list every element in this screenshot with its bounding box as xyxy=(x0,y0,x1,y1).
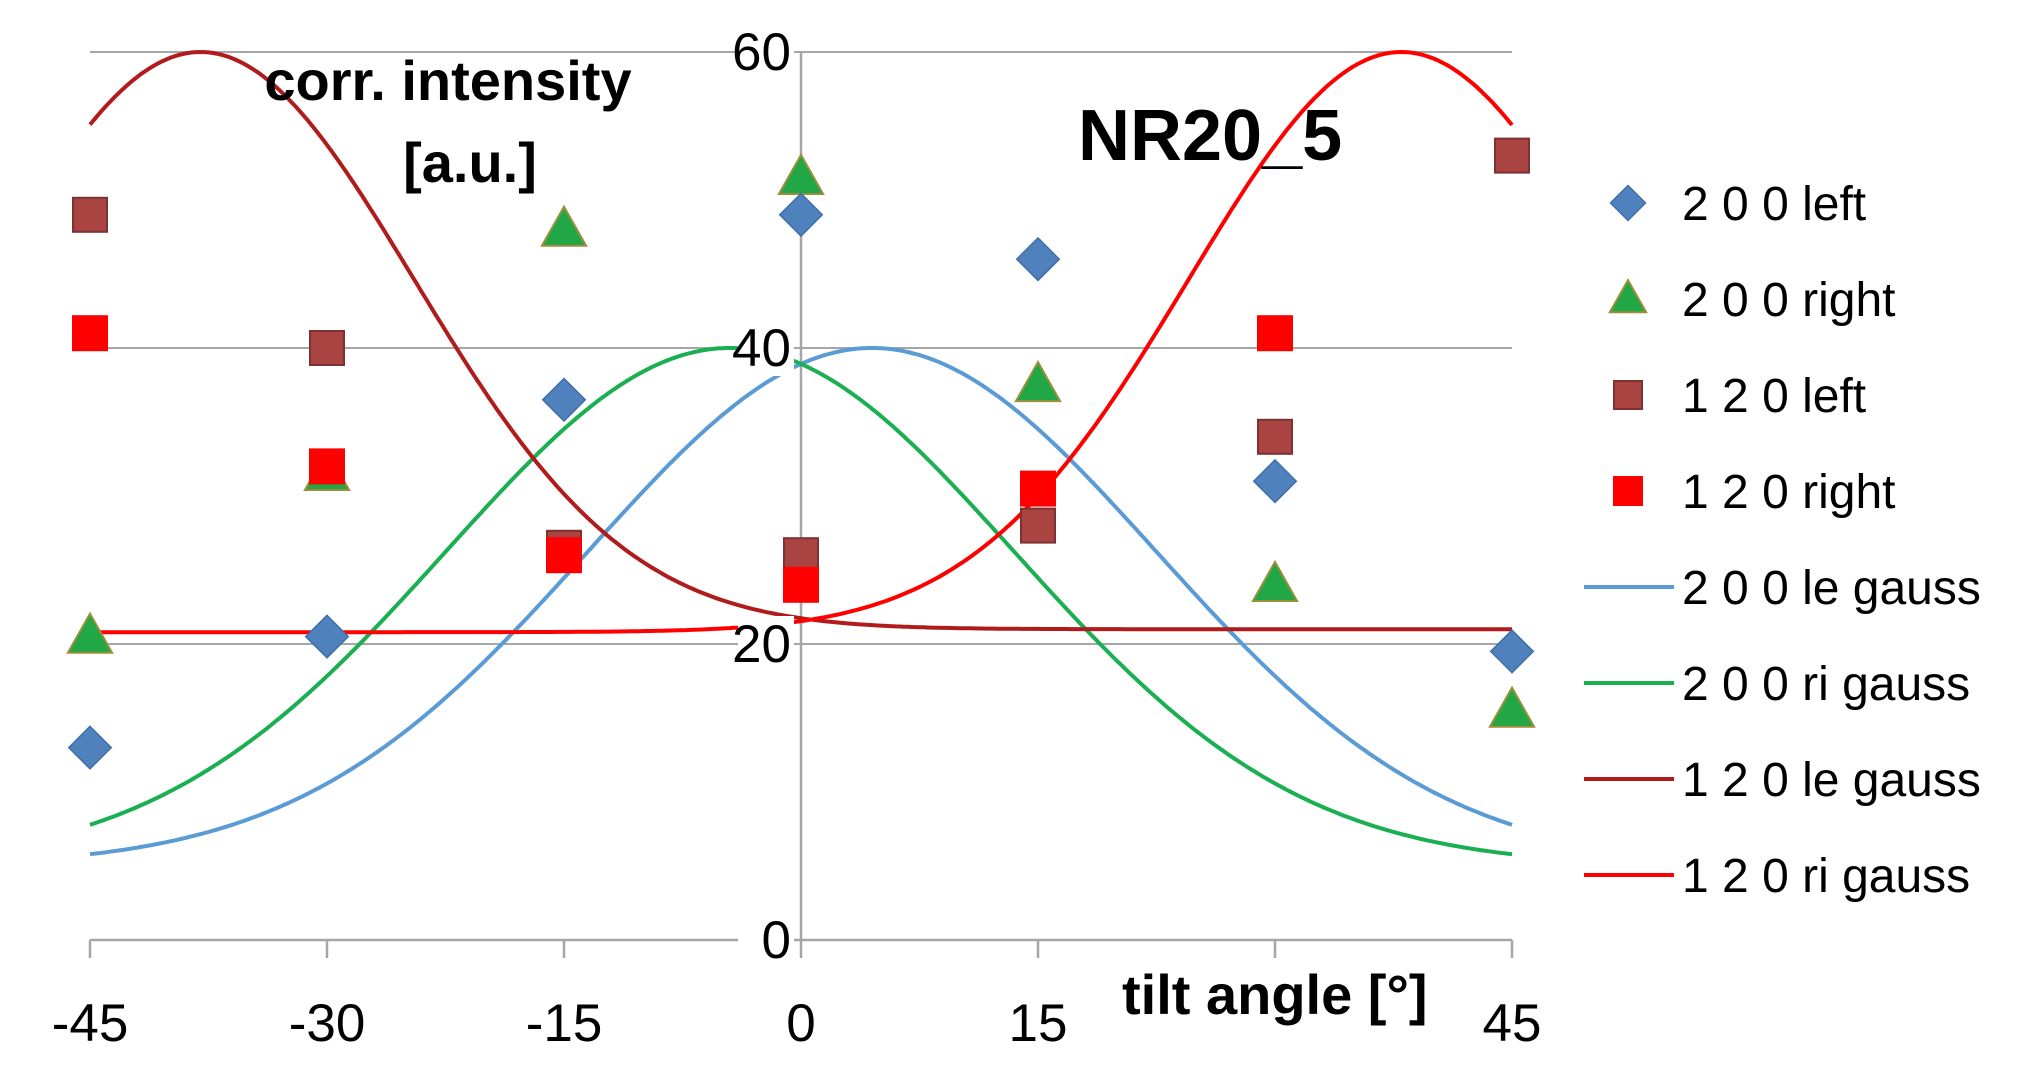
y-axis-label-line1: corr. intensity xyxy=(264,49,631,112)
point-2-0-0-left xyxy=(1252,458,1298,504)
legend-label: 1 2 0 right xyxy=(1682,466,1895,519)
legend-label: 2 0 0 right xyxy=(1682,274,1895,327)
x-tick-label-15: 15 xyxy=(1009,994,1068,1053)
legend-marker xyxy=(1608,278,1648,314)
point-1-2-0-right xyxy=(309,448,345,485)
point-2-0-0-right xyxy=(66,611,114,654)
point-1-2-0-left xyxy=(309,330,345,366)
point-1-2-0-right xyxy=(783,566,819,603)
point-2-0-0-left xyxy=(1489,629,1535,674)
legend-marker xyxy=(1613,476,1643,506)
legend-item-2-0-0-ri-gauss: 2 0 0 ri gauss xyxy=(1584,658,1970,711)
x-tick-label--15: -15 xyxy=(526,994,603,1053)
legend: 2 0 0 left 2 0 0 right 1 2 0 left 1 2 0 rig… xyxy=(1584,178,1981,903)
x-tick-label-45: 45 xyxy=(1483,994,1542,1053)
point-1-2-0-left xyxy=(72,196,108,233)
point-2-0-0-left xyxy=(541,377,587,423)
y-tick-label-bg xyxy=(738,616,794,672)
point-1-2-0-right xyxy=(1257,315,1293,352)
point-1-2-0-left xyxy=(1257,418,1293,455)
y-tick-label-60: 60 xyxy=(732,23,791,82)
x-tick-label--30: -30 xyxy=(289,994,366,1053)
legend-label: 1 2 0 le gauss xyxy=(1682,754,1981,807)
legend-label: 2 0 0 le gauss xyxy=(1682,562,1981,615)
x-tick-label--45: -45 xyxy=(52,994,129,1053)
point-1-2-0-right xyxy=(1020,470,1056,507)
legend-item-1-2-0-le-gauss: 1 2 0 le gauss xyxy=(1584,754,1981,807)
legend-marker xyxy=(1613,380,1643,410)
data-points xyxy=(66,137,1536,770)
point-1-2-0-right xyxy=(546,537,582,574)
curve-1-2-0-le-gauss xyxy=(88,49,1512,632)
legend-marker xyxy=(1609,184,1647,222)
y-tick-label-40: 40 xyxy=(732,319,791,378)
y-tick-label-0: 0 xyxy=(762,911,791,970)
chart-title: NR20_5 xyxy=(1078,96,1342,176)
legend-item-2-0-0-le-gauss: 2 0 0 le gauss xyxy=(1584,562,1981,615)
point-2-0-0-left xyxy=(778,192,824,238)
legend-item-1-2-0-left: 1 2 0 left xyxy=(1613,370,1866,423)
tick-labels: -45 -30 -15 0 15 45 0 20 40 60 xyxy=(52,23,1542,1053)
y-tick-label-bg xyxy=(738,320,794,376)
point-2-0-0-right xyxy=(540,204,588,247)
y-tick-label-20: 20 xyxy=(732,615,791,674)
legend-label: 1 2 0 ri gauss xyxy=(1682,850,1970,903)
legend-label: 2 0 0 left xyxy=(1682,178,1866,231)
y-axis-label-line2: [a.u.] xyxy=(403,131,537,194)
point-2-0-0-right xyxy=(777,152,825,195)
point-2-0-0-right xyxy=(1014,360,1062,403)
point-2-0-0-right xyxy=(1251,559,1299,602)
legend-label: 2 0 0 ri gauss xyxy=(1682,658,1970,711)
point-2-0-0-left xyxy=(304,614,350,659)
point-1-2-0-left xyxy=(783,537,819,574)
curve-2-0-0-ri-gauss xyxy=(89,346,1513,857)
point-2-0-0-left xyxy=(67,725,113,770)
x-tick-label-0: 0 xyxy=(786,994,815,1053)
legend-item-1-2-0-right: 1 2 0 right xyxy=(1613,466,1895,519)
legend-item-2-0-0-left: 2 0 0 left xyxy=(1609,178,1866,231)
legend-item-1-2-0-ri-gauss: 1 2 0 ri gauss xyxy=(1584,850,1970,903)
legend-item-2-0-0-right: 2 0 0 right xyxy=(1608,274,1895,327)
point-1-2-0-left xyxy=(1020,507,1056,544)
point-2-0-0-left xyxy=(1015,236,1061,282)
legend-label: 1 2 0 left xyxy=(1682,370,1866,423)
y-tick-label-bg xyxy=(738,912,794,968)
x-axis-label: tilt angle [°] xyxy=(1122,963,1427,1026)
y-tick-label-bg xyxy=(738,24,794,80)
point-1-2-0-left xyxy=(1494,137,1530,174)
fit-curves xyxy=(88,49,1514,857)
point-1-2-0-right xyxy=(72,315,108,352)
point-2-0-0-right xyxy=(1488,685,1536,728)
